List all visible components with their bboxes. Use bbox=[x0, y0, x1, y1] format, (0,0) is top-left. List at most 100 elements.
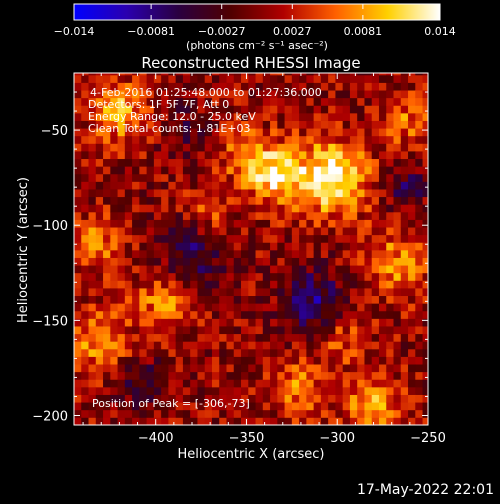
heatmap-cell bbox=[262, 371, 271, 380]
heatmap-cell bbox=[408, 402, 416, 411]
heatmap-cell bbox=[175, 74, 184, 83]
heatmap-cell bbox=[182, 151, 191, 160]
heatmap-cell bbox=[328, 341, 336, 350]
heatmap-cell bbox=[328, 73, 336, 76]
heatmap-cell bbox=[342, 348, 351, 357]
heatmap-cell bbox=[284, 173, 293, 182]
heatmap-cell bbox=[117, 189, 126, 198]
heatmap-cell bbox=[320, 204, 329, 213]
heatmap-cell bbox=[204, 181, 213, 190]
heatmap-cell bbox=[248, 386, 256, 395]
heatmap-cell bbox=[306, 348, 315, 357]
heatmap-cell bbox=[342, 112, 351, 121]
heatmap-cell bbox=[415, 234, 423, 243]
heatmap-cell bbox=[146, 280, 155, 289]
heatmap-cell bbox=[357, 417, 365, 425]
heatmap-cell bbox=[270, 310, 278, 319]
heatmap-cell bbox=[211, 341, 220, 350]
heatmap-cell bbox=[74, 120, 82, 129]
heatmap-cell bbox=[378, 135, 387, 144]
heatmap-cell bbox=[219, 265, 227, 274]
heatmap-cell bbox=[270, 181, 278, 190]
heatmap-cell bbox=[313, 135, 322, 144]
heatmap-cell bbox=[371, 257, 380, 266]
heatmap-cell bbox=[139, 288, 148, 297]
heatmap-cell bbox=[386, 265, 394, 274]
heatmap-cell bbox=[95, 341, 104, 350]
heatmap-cell bbox=[132, 120, 140, 129]
heatmap-cell bbox=[124, 189, 133, 198]
heatmap-cells bbox=[74, 73, 428, 425]
heatmap-cell bbox=[161, 135, 169, 144]
heatmap-cell bbox=[422, 265, 428, 274]
heatmap-cell bbox=[270, 219, 278, 228]
heatmap-cell bbox=[277, 265, 285, 274]
heatmap-cell bbox=[95, 143, 104, 152]
heatmap-cell bbox=[415, 105, 423, 114]
heatmap-cell bbox=[74, 379, 82, 388]
heatmap-cell bbox=[175, 105, 184, 114]
heatmap-cell bbox=[95, 402, 104, 411]
heatmap-cell bbox=[124, 348, 133, 357]
heatmap-cell bbox=[277, 112, 285, 121]
heatmap-cell bbox=[117, 242, 126, 251]
heatmap-cell bbox=[74, 295, 82, 304]
heatmap-cell bbox=[124, 227, 133, 236]
heatmap-cell bbox=[262, 219, 271, 228]
heatmap-cell bbox=[241, 90, 249, 99]
heatmap-cell bbox=[117, 364, 126, 373]
heatmap-cell bbox=[241, 135, 249, 144]
heatmap-cell bbox=[226, 189, 235, 198]
heatmap-cell bbox=[349, 326, 358, 335]
heatmap-cell bbox=[400, 128, 409, 137]
heatmap-cell bbox=[335, 326, 344, 335]
heatmap-cell bbox=[378, 82, 387, 91]
heatmap-cell bbox=[277, 379, 285, 388]
heatmap-cell bbox=[364, 74, 373, 83]
heatmap-cell bbox=[349, 409, 358, 418]
heatmap-cell bbox=[117, 303, 126, 312]
heatmap-cell bbox=[74, 112, 82, 121]
heatmap-cell bbox=[190, 326, 198, 335]
heatmap-cell bbox=[248, 341, 256, 350]
heatmap-cell bbox=[328, 151, 336, 160]
heatmap-cell bbox=[110, 204, 118, 213]
heatmap-cell bbox=[139, 326, 148, 335]
heatmap-cell bbox=[81, 151, 89, 160]
heatmap-cell bbox=[248, 417, 256, 425]
heatmap-cell bbox=[357, 181, 365, 190]
heatmap-cell bbox=[277, 196, 285, 205]
heatmap-cell bbox=[241, 326, 249, 335]
heatmap-cell bbox=[306, 364, 315, 373]
heatmap-cell bbox=[124, 257, 133, 266]
heatmap-cell bbox=[313, 386, 322, 395]
heatmap-cell bbox=[110, 364, 118, 373]
heatmap-cell bbox=[386, 74, 394, 83]
heatmap-cell bbox=[226, 341, 235, 350]
heatmap-cell bbox=[117, 105, 126, 114]
heatmap-cell bbox=[182, 181, 191, 190]
heatmap-cell bbox=[422, 326, 428, 335]
heatmap-cell bbox=[393, 409, 402, 418]
heatmap-cell bbox=[400, 310, 409, 319]
heatmap-cell bbox=[306, 181, 315, 190]
heatmap-cell bbox=[357, 386, 365, 395]
heatmap-cell bbox=[386, 128, 394, 137]
heatmap-cell bbox=[255, 310, 264, 319]
heatmap-cell bbox=[255, 234, 264, 243]
heatmap-cell bbox=[241, 379, 249, 388]
heatmap-cell bbox=[400, 74, 409, 83]
heatmap-cell bbox=[299, 211, 307, 220]
heatmap-cell bbox=[124, 135, 133, 144]
heatmap-cell bbox=[306, 74, 315, 83]
heatmap-cell bbox=[299, 371, 307, 380]
heatmap-cell bbox=[88, 417, 97, 425]
heatmap-cell bbox=[219, 288, 227, 297]
heatmap-cell bbox=[255, 82, 264, 91]
heatmap-cell bbox=[211, 280, 220, 289]
heatmap-cell bbox=[342, 181, 351, 190]
heatmap-cell bbox=[182, 173, 191, 182]
heatmap-cell bbox=[378, 402, 387, 411]
heatmap-cell bbox=[422, 105, 428, 114]
heatmap-cell bbox=[81, 409, 89, 418]
